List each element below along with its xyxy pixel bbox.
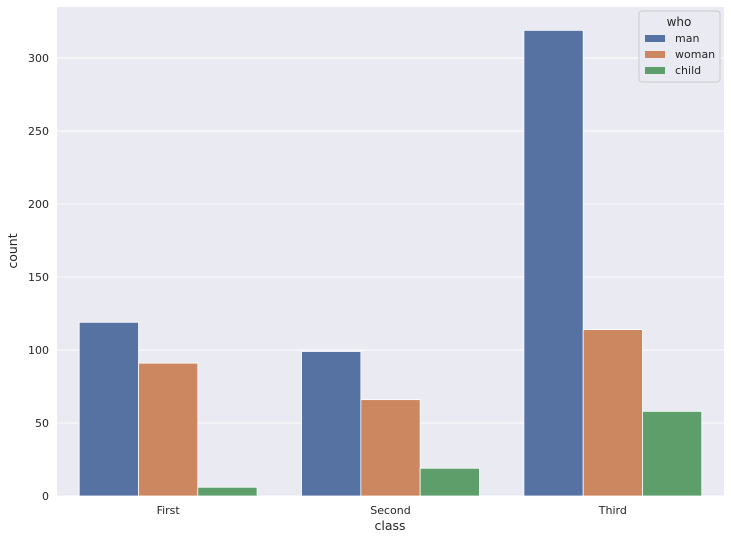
bars: [78, 29, 703, 497]
x-tick-label: Second: [370, 504, 410, 517]
bar-child-second: [419, 467, 480, 497]
bar-woman-second: [360, 399, 421, 497]
legend-label-woman: woman: [675, 48, 715, 61]
y-tick-label: 0: [42, 490, 49, 503]
legend-box: [638, 10, 721, 83]
y-tick-label: 100: [28, 344, 49, 357]
legend-swatch-child: [645, 67, 665, 74]
bar-child-third: [642, 410, 703, 497]
bar-man-second: [301, 351, 362, 497]
legend: who man woman child: [638, 10, 721, 83]
legend-label-man: man: [675, 32, 699, 45]
y-tick-label: 150: [28, 271, 49, 284]
x-tick-labels: First Second Third: [157, 504, 627, 517]
bar-man-third: [523, 29, 584, 497]
y-tick-label: 250: [28, 125, 49, 138]
y-tick-label: 300: [28, 52, 49, 65]
bar-woman-first: [138, 362, 199, 497]
bar-man-first: [78, 321, 139, 497]
y-tick-labels: 0 50 100 150 200 250 300: [28, 52, 49, 503]
bar-woman-third: [582, 329, 643, 497]
legend-swatch-man: [645, 35, 665, 42]
x-tick-label: Third: [598, 504, 627, 517]
y-tick-label: 50: [35, 417, 49, 430]
y-axis-label: count: [5, 233, 20, 268]
legend-label-child: child: [675, 64, 701, 77]
x-axis-label: class: [374, 518, 405, 533]
bar-child-first: [197, 486, 258, 497]
legend-swatch-woman: [645, 51, 665, 58]
y-tick-label: 200: [28, 198, 49, 211]
x-tick-label: First: [157, 504, 181, 517]
legend-items: man woman child: [645, 32, 715, 77]
legend-title: who: [667, 15, 692, 29]
